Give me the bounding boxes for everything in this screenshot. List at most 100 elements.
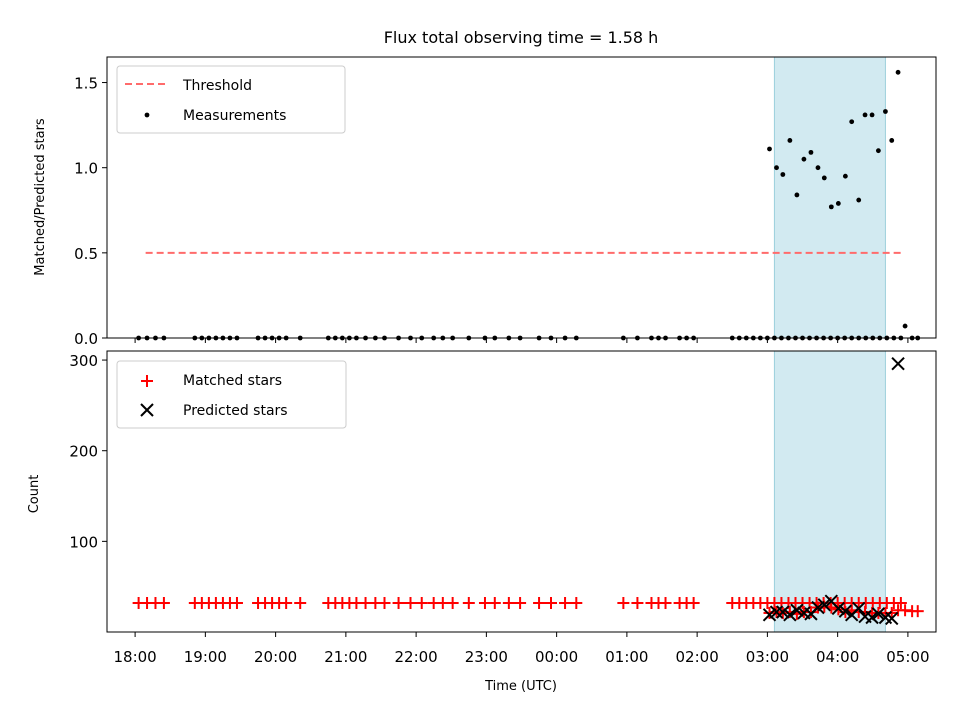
top-panel: 0.0 0.5 1.0 1.5 Threshold Measurements xyxy=(74,56,937,348)
measurement-point xyxy=(774,165,779,171)
top-shaded-interval xyxy=(773,56,886,339)
x-tick-label: 18:00 xyxy=(113,648,156,666)
top-y-ticks: 0.0 0.5 1.0 1.5 xyxy=(74,75,107,348)
x-tick-label: 19:00 xyxy=(184,648,227,666)
predicted-star-point xyxy=(885,611,899,626)
matched-star-point xyxy=(488,596,501,609)
matched-star-point xyxy=(462,596,475,609)
matched-star-point xyxy=(502,596,515,609)
matched-star-point xyxy=(885,606,898,619)
x-tick-label: 02:00 xyxy=(676,648,719,666)
matched-star-point xyxy=(280,596,293,609)
bottom-legend-box xyxy=(116,360,347,429)
bottom-plot-frame xyxy=(106,350,937,633)
predicted-star-point xyxy=(817,598,832,612)
x-tick-label: 00:00 xyxy=(535,648,578,666)
measurement-point xyxy=(815,165,821,171)
legend-matched-swatch xyxy=(141,375,153,387)
top-y-tick-label: 1.5 xyxy=(74,75,98,93)
measurement-point xyxy=(794,192,800,198)
bottom-shaded-interval xyxy=(773,350,886,633)
measurement-point xyxy=(828,204,834,210)
matched-star-point xyxy=(911,605,924,618)
measurement-point xyxy=(787,138,793,143)
x-tick-label: 05:00 xyxy=(886,648,929,666)
bottom-y-tick-label: 300 xyxy=(69,352,98,370)
matched-star-point xyxy=(545,596,558,609)
top-x-ticks xyxy=(134,338,909,343)
measurement-point xyxy=(767,146,772,152)
matched-star-point xyxy=(617,596,630,609)
top-y-tick-label: 1.0 xyxy=(74,160,98,178)
predicted-star-point xyxy=(783,608,797,622)
bottom-x-ticks: 18:00 19:00 20:00 21:00 22:00 23:00 00:00 01:00… xyxy=(113,632,930,666)
measurement-point xyxy=(895,69,901,75)
predicted-star-point xyxy=(891,356,905,371)
predicted-star-point xyxy=(776,605,790,619)
predicted-star-point xyxy=(871,607,886,621)
x-tick-label: 01:00 xyxy=(605,648,648,666)
matched-star-point xyxy=(415,596,428,609)
predicted-star-point xyxy=(852,601,866,616)
matched-star-point xyxy=(446,596,459,609)
matched-star-point xyxy=(687,596,700,609)
bottom-legend: Matched stars Predicted stars xyxy=(116,360,347,429)
bottom-y-ticks: 100 200 300 xyxy=(69,352,107,551)
predicted-star-point xyxy=(762,608,777,622)
x-tick-label: 03:00 xyxy=(746,648,789,666)
legend-matched-label: Matched stars xyxy=(183,373,282,389)
measurement-point xyxy=(889,138,895,143)
measurement-point xyxy=(875,148,881,154)
predicted-star-point xyxy=(831,601,846,616)
matched-star-point xyxy=(514,596,527,609)
matched-star-point xyxy=(559,596,572,609)
predicted-star-point xyxy=(838,604,853,618)
measurement-point xyxy=(856,197,862,203)
top-legend-box xyxy=(116,65,346,134)
x-tick-label: 20:00 xyxy=(254,648,297,666)
x-axis-label: Time (UTC) xyxy=(484,679,557,694)
matched-star-point xyxy=(378,596,391,609)
matched-star-point xyxy=(404,596,417,609)
matched-star-point xyxy=(894,596,907,609)
top-plot-frame xyxy=(106,56,937,339)
measurement-point xyxy=(902,323,908,329)
measurement-point xyxy=(821,175,827,181)
predicted-star-point xyxy=(790,603,804,617)
measurement-point xyxy=(862,112,868,118)
matched-star-point xyxy=(392,596,405,609)
chart-title: Flux total observing time = 1.58 h xyxy=(384,28,659,47)
measurement-point xyxy=(869,112,875,118)
legend-threshold-label: Threshold xyxy=(182,78,252,94)
legend-measurements-swatch xyxy=(144,112,150,118)
matched-star-point xyxy=(230,596,243,609)
bottom-panel: 100 200 300 18:00 19:00 20:00 21:00 22:00 23:00… xyxy=(69,350,937,666)
predicted-star-point xyxy=(769,605,784,619)
predicted-stars-points xyxy=(762,356,905,626)
matched-star-point xyxy=(157,596,170,609)
top-legend: Threshold Measurements xyxy=(116,65,346,134)
measurement-point xyxy=(780,172,786,177)
top-y-tick-label: 0.5 xyxy=(74,245,98,263)
matched-star-point xyxy=(533,596,546,609)
bottom-y-tick-label: 200 xyxy=(69,443,98,461)
top-y-axis-label: Matched/Predicted stars xyxy=(33,118,48,276)
x-tick-label: 21:00 xyxy=(324,648,367,666)
top-y-tick-label: 0.0 xyxy=(74,330,98,348)
measurement-point xyxy=(801,156,807,162)
bottom-y-tick-label: 100 xyxy=(69,533,98,551)
matched-star-point xyxy=(570,596,583,609)
matched-star-point xyxy=(631,596,644,609)
legend-predicted-swatch xyxy=(140,403,154,417)
matched-star-point xyxy=(804,606,817,619)
matched-star-point xyxy=(659,596,672,609)
predicted-star-point xyxy=(865,610,879,625)
measurement-point xyxy=(883,109,888,114)
measurement-point xyxy=(842,173,848,179)
x-tick-label: 23:00 xyxy=(465,648,508,666)
matched-star-point xyxy=(294,596,307,609)
measurement-point xyxy=(849,119,855,125)
legend-measurements-label: Measurements xyxy=(183,108,286,124)
measurement-point xyxy=(835,201,841,206)
